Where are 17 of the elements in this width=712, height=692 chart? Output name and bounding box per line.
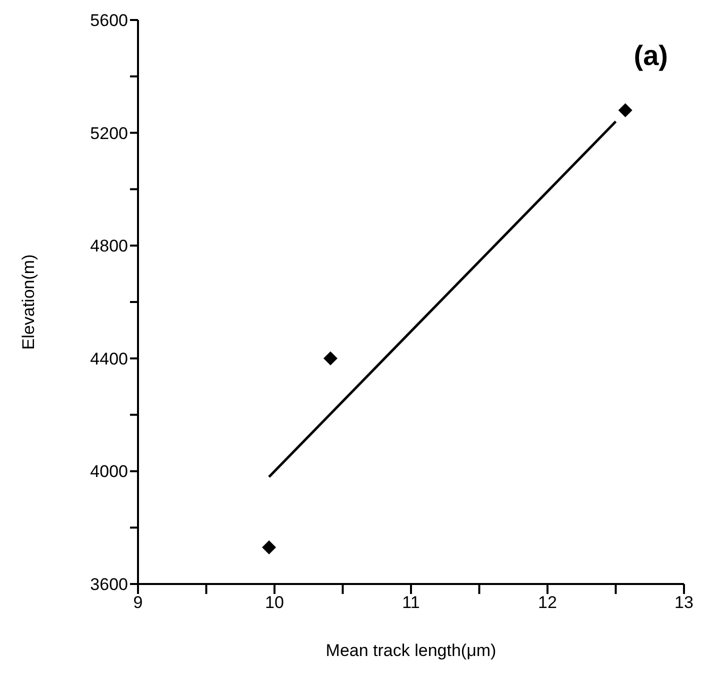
annotation: (a) xyxy=(634,40,668,72)
x-axis-title: Mean track length(μm) xyxy=(326,641,496,660)
y-tick-label: 3600 xyxy=(90,575,128,594)
x-tick-label: 11 xyxy=(402,593,420,612)
point xyxy=(618,103,632,118)
point xyxy=(323,351,338,366)
x-tick-label: 10 xyxy=(265,593,284,612)
y-axis-title: Elevation(m) xyxy=(19,254,38,350)
x-tick-label: 13 xyxy=(674,593,694,612)
x-tick-label: 9 xyxy=(133,593,143,612)
y-tick-label: 4800 xyxy=(90,236,128,256)
y-tick-label: 4400 xyxy=(90,349,128,368)
y-tick-label: 4000 xyxy=(90,462,128,482)
point xyxy=(262,540,276,554)
y-tick-label: 5600 xyxy=(90,11,128,30)
y-tick-label: 5200 xyxy=(90,124,128,143)
x-tick-label: 12 xyxy=(538,593,557,612)
